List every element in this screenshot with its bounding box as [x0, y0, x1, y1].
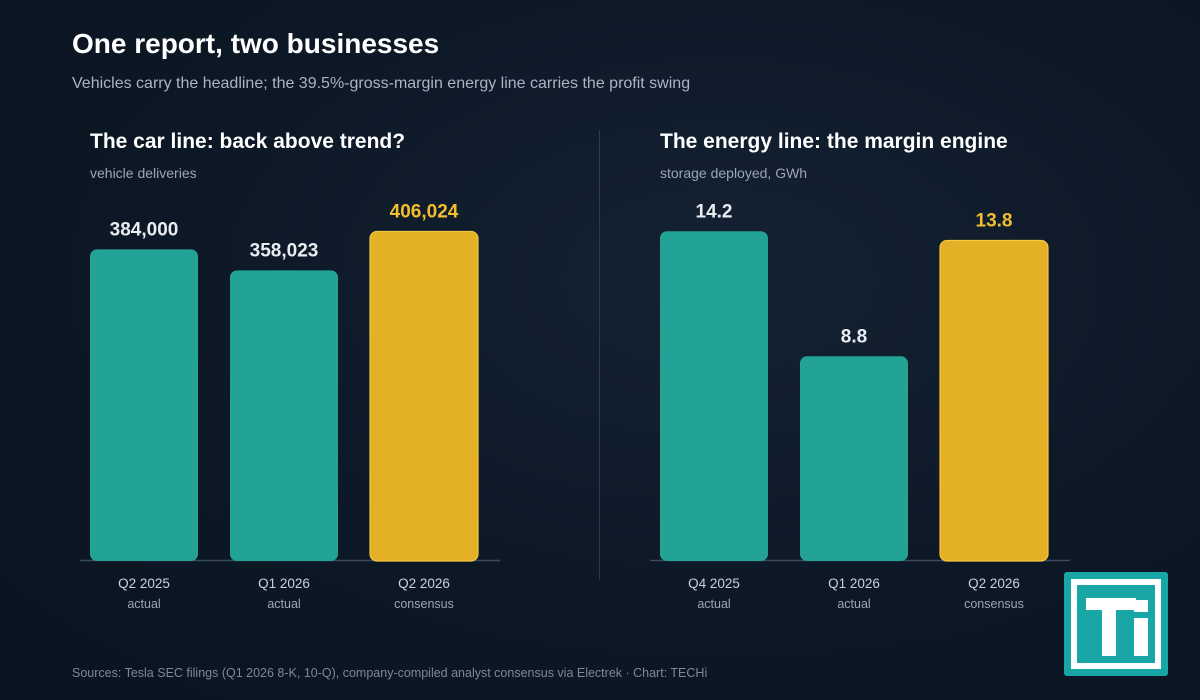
car-tick-label: Q2 2025	[118, 576, 170, 591]
car-value-label: 358,023	[250, 240, 319, 261]
car-bar	[369, 230, 479, 562]
energy-tick-label: Q4 2025	[688, 576, 740, 591]
car-bar	[230, 270, 338, 561]
panel-divider	[599, 130, 600, 580]
energy-bar	[939, 239, 1049, 562]
energy-bar	[800, 356, 908, 561]
page-title: One report, two businesses	[72, 28, 440, 59]
energy-tick-note: actual	[837, 597, 870, 611]
energy-value-label: 13.8	[976, 211, 1013, 232]
energy-tick-note: actual	[697, 597, 730, 611]
car-chart-title: The car line: back above trend?	[90, 130, 406, 153]
car-tick-note: consensus	[394, 597, 454, 611]
energy-chart-ylabel: storage deployed, GWh	[660, 165, 808, 181]
car-tick-label: Q1 2026	[258, 576, 310, 591]
car-value-label: 406,024	[390, 202, 459, 223]
car-tick-note: actual	[127, 597, 160, 611]
techi-logo-icon	[1064, 572, 1168, 676]
energy-value-label: 14.2	[696, 201, 733, 222]
car-bar	[90, 249, 198, 561]
car-deliveries-chart: 384,000 Q2 2025 actual 358,023 Q1 2026 actual…	[80, 202, 500, 611]
energy-bar	[660, 231, 768, 561]
car-tick-note: actual	[267, 597, 300, 611]
energy-tick-label: Q2 2026	[968, 576, 1020, 591]
energy-tick-note: consensus	[964, 597, 1024, 611]
car-tick-label: Q2 2026	[398, 576, 450, 591]
car-chart-ylabel: vehicle deliveries	[90, 165, 197, 181]
energy-chart-title: The energy line: the margin engine	[660, 130, 1008, 153]
sources-footer: Sources: Tesla SEC filings (Q1 2026 8-K,…	[72, 666, 708, 680]
page-subtitle: Vehicles carry the headline; the 39.5%-g…	[72, 75, 691, 92]
car-value-label: 384,000	[110, 219, 179, 240]
energy-tick-label: Q1 2026	[828, 576, 880, 591]
energy-storage-chart: 14.2 Q4 2025 actual 8.8 Q1 2026 actual 13.8 Q2 …	[650, 201, 1070, 611]
energy-value-label: 8.8	[841, 326, 867, 347]
